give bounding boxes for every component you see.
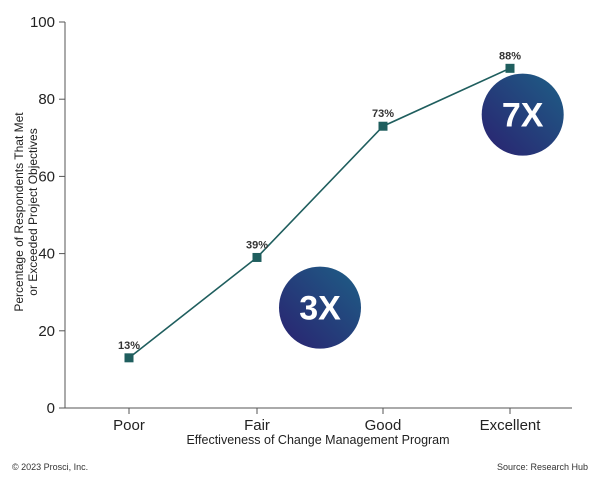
data-point-marker — [124, 353, 134, 363]
y-tick-label: 0 — [47, 400, 55, 417]
series-line — [124, 63, 515, 363]
data-label: 39% — [246, 239, 268, 251]
y-tick-label: 60 — [38, 168, 55, 185]
series-polyline — [128, 67, 511, 359]
y-tick-label: 100 — [30, 14, 55, 31]
data-label: 88% — [499, 50, 521, 62]
y-tick-label: 40 — [38, 246, 55, 263]
y-axis-ticks: 0 20 40 60 80 100 — [30, 14, 65, 417]
data-point-marker — [378, 121, 388, 131]
x-axis-ticks: Poor Fair Good Excellent — [113, 408, 541, 434]
data-point-marker — [252, 252, 262, 262]
data-labels: 13% 39% 73% 88% — [118, 50, 521, 352]
y-axis-label-line-1: Percentage of Respondents That Met — [12, 112, 26, 312]
y-axis-label-line-2: or Exceeded Project Objectives — [26, 128, 40, 295]
annotation-label: 3X — [299, 290, 341, 328]
annotations: 3X 7X — [279, 73, 564, 349]
chart-axes — [64, 22, 572, 409]
copyright-text: © 2023 Prosci, Inc. — [12, 462, 89, 472]
annotation-label: 7X — [502, 97, 544, 135]
source-text: Source: Research Hub — [496, 462, 588, 472]
y-tick-label: 20 — [38, 323, 55, 340]
x-tick-label: Excellent — [480, 417, 542, 434]
x-tick-label: Poor — [113, 417, 145, 434]
annotation-circle — [481, 73, 564, 156]
data-label: 13% — [118, 340, 140, 352]
y-tick-label: 80 — [38, 91, 55, 108]
y-axis-label: Percentage of Respondents That Met or Ex… — [12, 112, 40, 312]
annotation-circle — [279, 266, 361, 349]
x-axis-label: Effectiveness of Change Management Progr… — [186, 433, 449, 447]
data-label: 73% — [372, 108, 394, 120]
x-tick-label: Good — [365, 417, 402, 434]
data-point-marker — [505, 63, 515, 73]
x-tick-label: Fair — [244, 417, 270, 434]
